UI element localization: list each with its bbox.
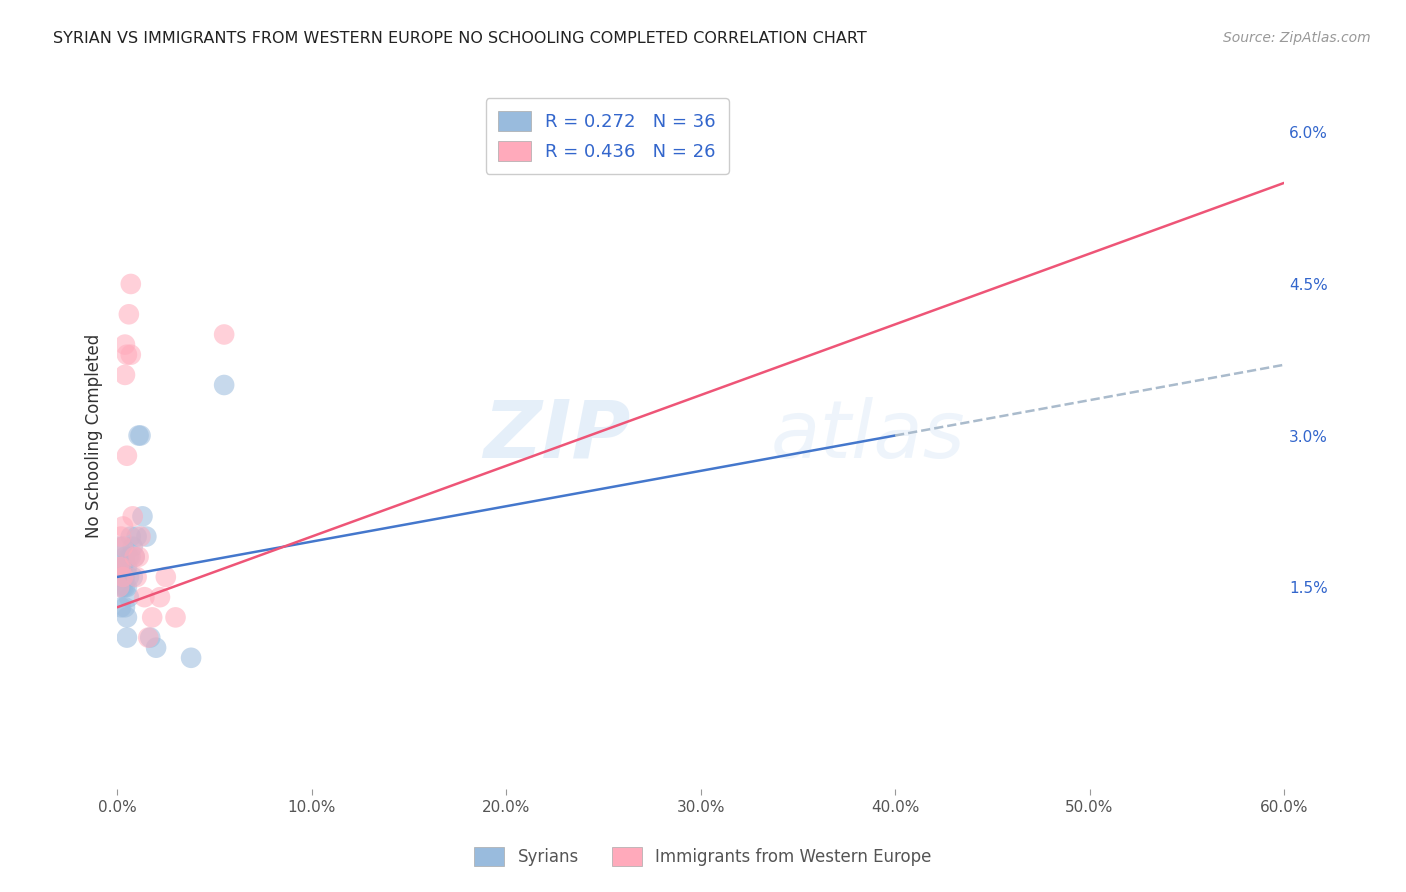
- Point: [118, 549, 141, 564]
- Point: [124, 549, 146, 564]
- Point: [108, 560, 131, 574]
- Point: [114, 549, 136, 564]
- Point: [134, 590, 156, 604]
- Point: [108, 570, 131, 584]
- Point: [128, 428, 150, 442]
- Legend: Syrians, Immigrants from Western Europe: Syrians, Immigrants from Western Europe: [468, 840, 938, 873]
- Point: [111, 540, 134, 554]
- Text: ZIP: ZIP: [484, 397, 630, 475]
- Point: [108, 540, 131, 554]
- Point: [131, 509, 153, 524]
- Point: [115, 449, 138, 463]
- Point: [111, 540, 134, 554]
- Point: [110, 600, 132, 615]
- Point: [125, 530, 148, 544]
- Point: [120, 530, 142, 544]
- Point: [111, 570, 134, 584]
- Point: [114, 337, 136, 351]
- Point: [121, 540, 143, 554]
- Point: [128, 549, 150, 564]
- Point: [115, 560, 138, 574]
- Point: [111, 580, 134, 594]
- Point: [111, 560, 134, 574]
- Legend: R = 0.272   N = 36, R = 0.436   N = 26: R = 0.272 N = 36, R = 0.436 N = 26: [486, 98, 728, 174]
- Point: [118, 590, 141, 604]
- Point: [110, 560, 132, 574]
- Point: [115, 580, 138, 594]
- Point: [136, 631, 159, 645]
- Point: [110, 570, 132, 584]
- Point: [145, 640, 167, 655]
- Point: [110, 580, 132, 594]
- Point: [124, 549, 146, 564]
- Point: [115, 348, 138, 362]
- Point: [212, 327, 235, 342]
- Point: [129, 530, 152, 544]
- Point: [111, 570, 134, 584]
- Point: [114, 580, 136, 594]
- Point: [114, 570, 136, 584]
- Point: [108, 560, 131, 574]
- Point: [149, 590, 172, 604]
- Point: [180, 650, 202, 665]
- Point: [165, 610, 187, 624]
- Point: [121, 570, 143, 584]
- Point: [120, 277, 142, 291]
- Text: SYRIAN VS IMMIGRANTS FROM WESTERN EUROPE NO SCHOOLING COMPLETED CORRELATION CHAR: SYRIAN VS IMMIGRANTS FROM WESTERN EUROPE…: [53, 31, 868, 46]
- Point: [110, 560, 132, 574]
- Point: [121, 509, 143, 524]
- Point: [212, 378, 235, 392]
- Point: [115, 631, 138, 645]
- Point: [129, 428, 152, 442]
- Point: [120, 348, 142, 362]
- Point: [108, 580, 131, 594]
- Point: [111, 519, 134, 533]
- Text: Source: ZipAtlas.com: Source: ZipAtlas.com: [1223, 31, 1371, 45]
- Point: [139, 631, 162, 645]
- Point: [120, 549, 142, 564]
- Point: [135, 530, 157, 544]
- Point: [114, 600, 136, 615]
- Y-axis label: No Schooling Completed: No Schooling Completed: [86, 334, 103, 538]
- Point: [155, 570, 177, 584]
- Point: [125, 570, 148, 584]
- Text: atlas: atlas: [770, 397, 966, 475]
- Point: [114, 368, 136, 382]
- Point: [141, 610, 163, 624]
- Point: [118, 570, 141, 584]
- Point: [118, 307, 141, 321]
- Point: [110, 530, 132, 544]
- Point: [115, 610, 138, 624]
